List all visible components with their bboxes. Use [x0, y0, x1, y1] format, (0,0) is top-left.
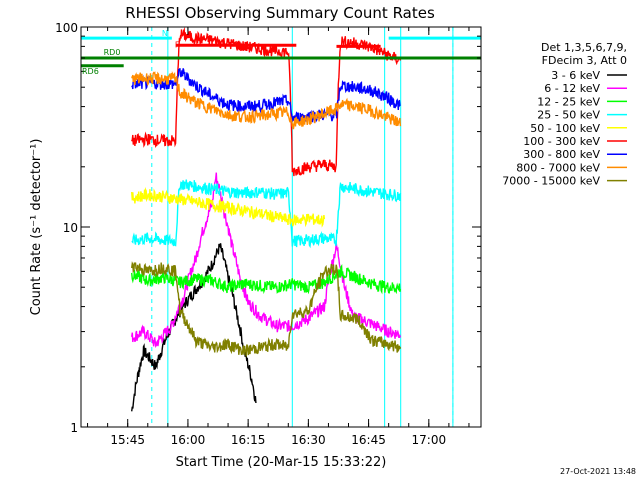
plot-area — [81, 27, 481, 427]
series-line-5 — [131, 27, 402, 177]
rd0-label: RD0 — [104, 48, 121, 57]
y-axis-label: Count Rate (s⁻¹ detector⁻¹) — [29, 139, 44, 316]
flare-marker-label: F — [175, 40, 180, 49]
legend-label-3: 25 - 50 keV — [537, 109, 600, 122]
chart-title: RHESSI Observing Summary Count Rates — [125, 4, 435, 22]
legend-label-6: 300 - 800 keV — [523, 148, 600, 161]
legend: Det 1,3,5,6,7,9,FDecim 3, Att 0 3 - 6 keV… — [502, 41, 627, 188]
series-line-4 — [131, 187, 326, 228]
series-line-3 — [131, 179, 402, 249]
series-line-1 — [131, 172, 402, 348]
x-tick-label-2: 16:15 — [231, 433, 266, 447]
legend-label-8: 7000 - 15000 keV — [502, 175, 600, 188]
legend-label-1: 6 - 12 keV — [544, 82, 600, 95]
x-tick-label-1: 16:00 — [171, 433, 206, 447]
night-marker-label: N — [162, 29, 168, 38]
footer-timestamp: 27-Oct-2021 13:48 — [560, 467, 636, 476]
y-tick-label-0: 1 — [70, 421, 78, 435]
y-tick-label-1: 10 — [63, 221, 78, 235]
x-tick-label-5: 17:00 — [412, 433, 447, 447]
x-axis-label: Start Time (20-Mar-15 15:33:22) — [176, 455, 387, 470]
legend-label-0: 3 - 6 keV — [551, 69, 600, 82]
series-line-7 — [131, 71, 402, 130]
plot-frame — [80, 26, 482, 428]
x-tick-label-0: 15:45 — [110, 433, 145, 447]
legend-header-line-0: Det 1,3,5,6,7,9, — [541, 41, 627, 54]
rd6-label: RD6 — [82, 67, 99, 76]
legend-label-5: 100 - 300 keV — [523, 135, 600, 148]
legend-label-7: 800 - 7000 keV — [516, 161, 600, 174]
y-tick-label-2: 100 — [55, 21, 78, 35]
x-tick-label-4: 16:45 — [351, 433, 386, 447]
series-line-8 — [131, 261, 402, 357]
legend-label-2: 12 - 25 keV — [537, 95, 600, 108]
x-axis: 15:45 16:00 16:15 16:30 16:45 17:00 — [87, 27, 470, 447]
series-line-0 — [131, 243, 257, 412]
legend-header-line-1: FDecim 3, Att 0 — [542, 54, 627, 67]
legend-label-4: 50 - 100 keV — [530, 122, 600, 135]
y-axis: 1 10 100 — [55, 21, 481, 435]
x-tick-label-3: 16:30 — [291, 433, 326, 447]
